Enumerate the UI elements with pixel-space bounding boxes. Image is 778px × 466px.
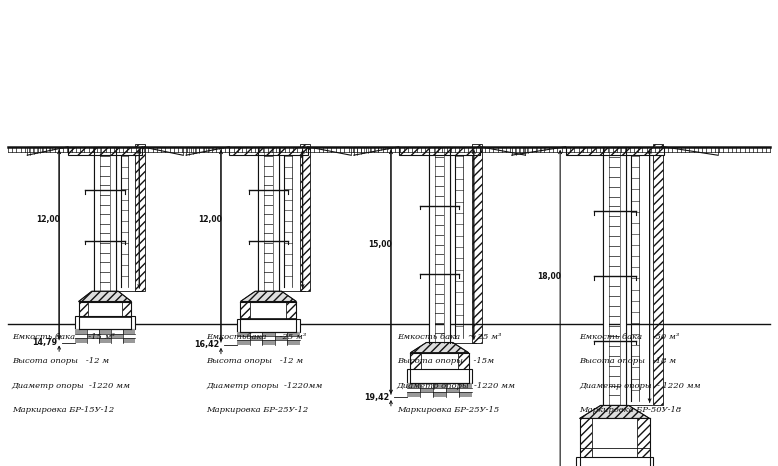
Bar [603,147,609,405]
Bar [262,332,275,336]
Bar [287,341,300,345]
Text: Маркировка БР-50У-18: Маркировка БР-50У-18 [580,406,682,414]
Text: 12,00: 12,00 [198,214,222,224]
Bar [411,353,421,383]
Bar [123,329,135,334]
Bar [433,392,446,397]
Text: Высота опоры    -15м: Высота опоры -15м [397,357,494,365]
Text: Диаметр опоры  -1220мм: Диаметр опоры -1220мм [206,382,323,390]
Bar [99,329,111,334]
Text: 16,42: 16,42 [194,341,219,350]
Text: Емкость бака   ~ 25 м³: Емкость бака ~ 25 м³ [397,333,501,341]
Bar [398,147,480,155]
Text: Высота опоры   -18 м: Высота опоры -18 м [580,357,677,365]
Bar [592,418,637,466]
Bar [122,302,131,329]
Bar [429,147,450,343]
Text: Высота опоры   -12 м: Высота опоры -12 м [12,357,109,365]
Bar [459,392,471,397]
Bar [421,353,458,383]
Bar [230,147,307,155]
Bar [407,369,471,383]
Bar [251,302,286,332]
Text: Емкостьбака     -25 м³: Емкостьбака -25 м³ [206,333,307,341]
Bar [237,341,250,345]
Bar [111,334,123,338]
Polygon shape [580,405,650,418]
Bar [273,147,279,291]
Bar [250,336,262,341]
Bar [135,144,145,291]
Bar [603,147,626,405]
Bar [262,341,275,345]
Bar [75,316,135,329]
Text: Маркировка БР-25У-12: Маркировка БР-25У-12 [206,406,308,414]
Bar [123,338,135,343]
Bar [458,353,468,383]
Text: Емкость бака    -50 м³: Емкость бака -50 м³ [580,333,680,341]
Bar [580,418,592,466]
Bar [237,319,300,332]
Text: 14,79: 14,79 [33,338,58,347]
Polygon shape [79,291,131,302]
Bar [258,147,279,291]
Bar [637,418,650,466]
Bar [459,383,471,388]
Bar [75,329,87,334]
Text: 18,00: 18,00 [537,272,561,281]
Bar [94,147,116,291]
Bar [429,147,435,343]
Bar [446,388,459,392]
Bar [275,336,287,341]
Text: Маркировка БР-15У-12: Маркировка БР-15У-12 [12,406,114,414]
Text: 15,00: 15,00 [368,240,391,249]
Bar [576,457,653,466]
Bar [287,332,300,336]
Bar [237,332,250,336]
Bar [88,302,122,329]
Bar [286,302,296,332]
Bar [566,147,664,155]
Bar [407,383,420,388]
Bar [620,147,626,405]
Text: Диаметр опоры  - 1220 мм: Диаметр опоры - 1220 мм [580,382,701,390]
Polygon shape [411,343,468,353]
Bar [444,147,450,343]
Bar [420,388,433,392]
Bar [94,147,100,291]
Bar [433,383,446,388]
Bar [79,302,88,329]
Text: Емкость бака     -15 м³: Емкость бака -15 м³ [12,333,114,341]
Bar [240,302,251,332]
Polygon shape [240,291,296,302]
Bar [110,147,116,291]
Text: Диаметр опоры  -1220 мм: Диаметр опоры -1220 мм [12,382,131,390]
Bar [407,392,420,397]
Text: Маркировка БР-25У-15: Маркировка БР-25У-15 [397,406,499,414]
Bar [87,334,99,338]
Bar [258,147,264,291]
Bar [75,338,87,343]
Bar [653,144,663,405]
Text: Высота опоры   -12 м: Высота опоры -12 м [206,357,303,365]
Bar [471,144,482,343]
Bar [68,147,142,155]
Text: 12,00: 12,00 [36,214,60,224]
Bar [300,144,310,291]
Bar [99,338,111,343]
Text: Диаметр опоры  -1220 мм: Диаметр опоры -1220 мм [397,382,516,390]
Text: 19,42: 19,42 [364,393,389,402]
